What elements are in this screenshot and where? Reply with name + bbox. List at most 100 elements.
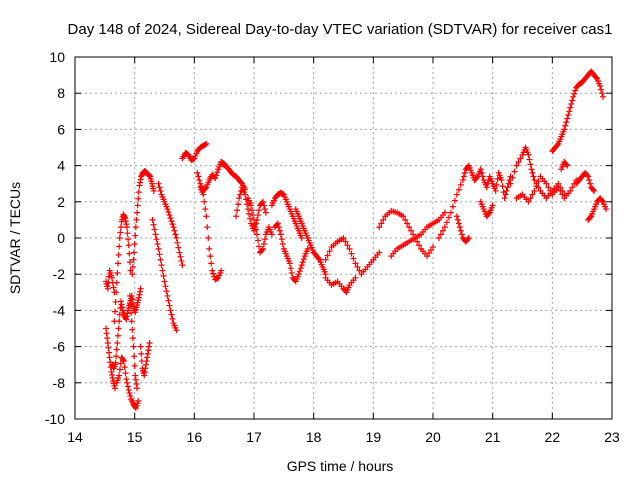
series-seg-p (245, 195, 275, 256)
data-point (455, 220, 462, 227)
data-point (346, 245, 353, 252)
data-point (214, 275, 221, 282)
data-point (242, 191, 249, 198)
chart-title: Day 148 of 2024, Sidereal Day-to-day VTE… (68, 21, 613, 38)
data-point (212, 175, 219, 182)
data-point (114, 339, 121, 346)
x-tick-label: 16 (187, 429, 203, 445)
y-tick-label: 4 (57, 158, 65, 174)
data-point (561, 126, 568, 133)
data-point (121, 364, 128, 371)
data-point (526, 156, 533, 163)
data-point (557, 187, 564, 194)
data-point (459, 177, 466, 184)
series-seg-t (322, 235, 383, 278)
data-point (404, 220, 411, 227)
data-point (251, 221, 258, 228)
data-point (127, 267, 134, 274)
data-point (502, 191, 509, 198)
data-point (424, 253, 431, 260)
data-point (515, 158, 522, 165)
data-point (465, 235, 472, 241)
data-point (586, 177, 593, 184)
data-point (566, 108, 573, 115)
data-point (457, 227, 464, 234)
data-point (163, 288, 170, 295)
data-point (295, 271, 302, 278)
series-seg-n (218, 158, 249, 193)
data-point (603, 206, 610, 213)
data-point (304, 245, 311, 252)
data-point (208, 260, 215, 267)
data-point (498, 177, 505, 184)
data-point (169, 221, 176, 228)
data-point (354, 263, 361, 270)
data-point (205, 235, 212, 241)
data-point (172, 231, 179, 238)
data-point (426, 250, 433, 257)
data-point (129, 263, 136, 270)
data-point (503, 187, 510, 194)
data-point (348, 250, 355, 257)
data-point (587, 214, 594, 221)
data-point (114, 260, 121, 267)
series-seg-v (376, 207, 436, 260)
data-point (563, 119, 570, 126)
data-point (262, 209, 269, 216)
data-point (443, 219, 450, 226)
series-seg-g (129, 168, 157, 278)
data-point (170, 224, 177, 231)
data-point (299, 259, 306, 266)
data-point (175, 244, 182, 251)
x-tick-label: 22 (545, 429, 561, 445)
data-point (132, 232, 139, 239)
data-point (167, 307, 174, 314)
data-point (568, 101, 575, 108)
data-point (233, 213, 240, 220)
data-point (529, 191, 536, 198)
data-point (166, 302, 173, 309)
series-seg-ae (558, 158, 571, 173)
data-points (103, 68, 610, 412)
data-point (204, 224, 211, 231)
data-point (279, 190, 286, 197)
data-point (494, 175, 501, 182)
data-point (134, 209, 141, 216)
data-point (356, 267, 363, 274)
data-point (135, 189, 142, 196)
data-point (135, 397, 142, 404)
data-point (116, 372, 123, 379)
data-point (126, 259, 133, 266)
data-point (513, 162, 520, 169)
data-point (127, 301, 134, 308)
data-point (567, 187, 574, 194)
data-point (177, 253, 184, 260)
data-point (125, 387, 132, 394)
data-point (545, 184, 552, 191)
data-point (342, 238, 349, 245)
data-point (126, 250, 133, 257)
series-seg-f (113, 354, 142, 412)
data-point (111, 308, 118, 315)
data-point (234, 207, 241, 214)
data-point (251, 216, 257, 223)
series-seg-e (126, 292, 141, 392)
data-point (129, 271, 136, 278)
data-point (117, 229, 124, 236)
data-point (597, 82, 604, 89)
data-point (258, 247, 265, 254)
data-point (128, 309, 135, 316)
series-seg-x (435, 162, 478, 241)
data-point (252, 220, 259, 227)
x-axis-label: GPS time / hours (287, 458, 394, 474)
data-point (131, 241, 138, 248)
data-point (112, 298, 119, 305)
series-seg-u (322, 274, 359, 296)
series-seg-d (111, 211, 134, 325)
series-seg-k (179, 140, 210, 164)
data-point (322, 256, 329, 263)
data-point (571, 90, 578, 97)
series-seg-a (103, 267, 118, 296)
x-tick-label: 18 (306, 429, 322, 445)
